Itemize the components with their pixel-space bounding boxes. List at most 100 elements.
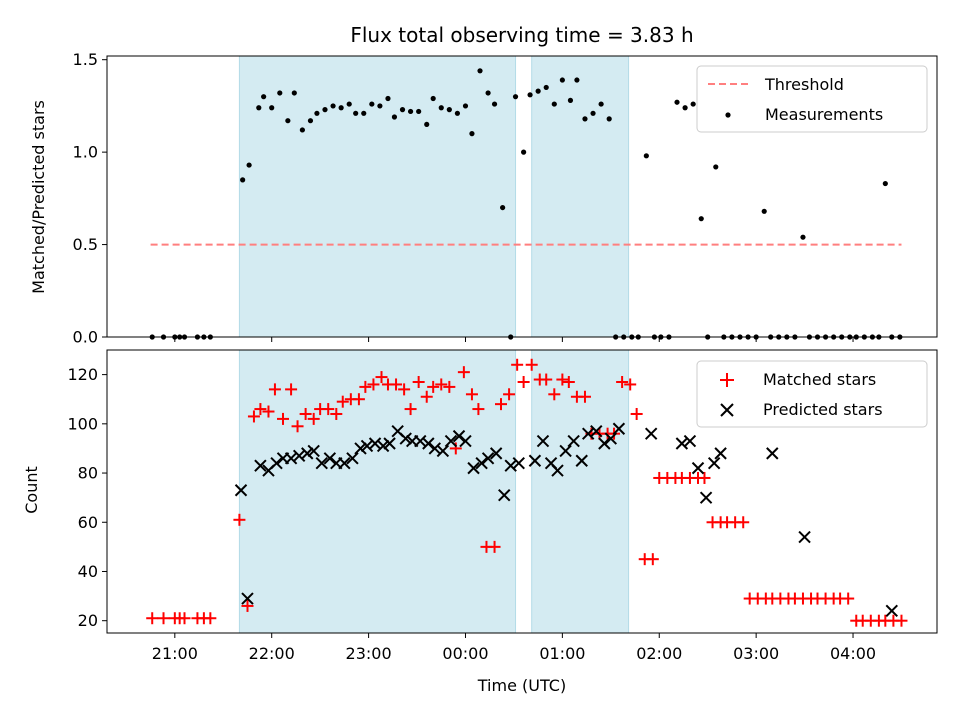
measurement-point xyxy=(240,177,246,183)
legend-measurements-label: Measurements xyxy=(765,105,883,124)
matched-star-point xyxy=(517,375,530,388)
predicted-star-point xyxy=(376,439,390,453)
matched-star-point xyxy=(556,373,569,386)
predicted-star-point xyxy=(604,432,618,445)
observing-window-0-0 xyxy=(238,55,517,338)
measurement-point xyxy=(527,92,533,98)
matched-star-point xyxy=(457,366,470,379)
predicted-star-point xyxy=(354,442,367,455)
predicted-star-point xyxy=(590,425,603,438)
measurement-point xyxy=(574,77,580,83)
matched-star-point xyxy=(503,388,516,401)
matched-star-point xyxy=(737,516,750,529)
bottom-y-axis-label: Count xyxy=(22,466,41,514)
matched-star-point xyxy=(472,403,485,416)
legend-bottom: Matched stars Predicted stars xyxy=(696,360,928,428)
measurement-point xyxy=(643,153,649,159)
x-tick-label: 23:00 xyxy=(346,644,392,663)
matched-star-point xyxy=(511,358,524,371)
matched-star-point xyxy=(443,380,456,393)
measurement-point xyxy=(761,208,767,214)
background-layer xyxy=(238,55,630,634)
predicted-star-point xyxy=(368,437,382,450)
predicted-star-point xyxy=(459,434,472,448)
matched-star-point xyxy=(233,513,246,526)
predicted-star-point xyxy=(467,461,480,475)
observing-window-1-0 xyxy=(238,349,517,634)
measurement-point xyxy=(559,77,565,83)
matched-star-point xyxy=(157,612,170,625)
matched-star-point xyxy=(449,442,462,455)
y-tick-label: 0.5 xyxy=(73,235,98,254)
predicted-star-point xyxy=(644,427,658,440)
measurement-point xyxy=(713,164,719,170)
measurement-point xyxy=(485,90,491,96)
predicted-star-point xyxy=(683,434,697,448)
measurement-point xyxy=(361,110,367,116)
measurement-point xyxy=(551,101,557,107)
matched-star-point xyxy=(698,471,711,484)
measurement-point xyxy=(430,95,436,102)
measurement-point xyxy=(385,95,391,102)
measurement-point xyxy=(469,131,475,137)
matched-star-point xyxy=(336,395,349,408)
matched-star-point xyxy=(291,420,304,433)
measurement-point xyxy=(535,88,541,94)
matched-star-point xyxy=(398,383,411,396)
observing-window-0-1 xyxy=(531,55,630,338)
legend-predicted-label: Predicted stars xyxy=(763,400,883,419)
measurement-point xyxy=(491,101,498,107)
measurement-point xyxy=(543,84,549,91)
panel-frame-1 xyxy=(106,349,938,634)
matched-star-point xyxy=(525,358,538,371)
matched-star-point xyxy=(285,383,298,396)
x-axis-label: Time (UTC) xyxy=(477,676,566,695)
legend-matched-swatch xyxy=(720,373,734,387)
predicted-star-point xyxy=(567,434,580,448)
matched-star-point xyxy=(262,405,275,418)
matched-star-point xyxy=(277,412,290,425)
measurement-point xyxy=(438,105,444,111)
predicted-star-point xyxy=(528,454,542,467)
predicted-star-point xyxy=(512,456,525,470)
y-tick-label: 100 xyxy=(67,414,98,433)
measurement-point xyxy=(407,108,414,115)
measurement-point xyxy=(416,108,422,115)
y-tick-label: 1.0 xyxy=(73,143,98,162)
predicted-star-point xyxy=(885,604,898,618)
measurement-point xyxy=(500,204,506,211)
matched-star-point xyxy=(307,412,320,425)
y-tick-label: 0.0 xyxy=(73,328,98,347)
measurement-point xyxy=(424,121,430,128)
matched-star-point xyxy=(359,380,372,393)
predicted-star-point xyxy=(323,452,337,465)
measurement-point xyxy=(674,99,680,105)
measurement-point xyxy=(598,101,604,107)
predicted-star-point xyxy=(612,422,626,435)
matched-star-point xyxy=(427,380,440,393)
matched-star-point xyxy=(646,553,659,566)
x-tick-label: 00:00 xyxy=(442,644,488,663)
predicted-star-point xyxy=(575,454,588,467)
measurement-point xyxy=(800,234,806,240)
measurement-point xyxy=(698,216,704,222)
top-y-axis-label: Matched/Predicted stars xyxy=(29,100,48,294)
measurement-point xyxy=(567,97,574,103)
predicted-star-point xyxy=(504,459,517,472)
matched-star-point xyxy=(268,383,281,396)
matched-star-point xyxy=(146,612,159,625)
matched-star-point xyxy=(254,403,267,416)
matched-star-point xyxy=(241,599,254,612)
predicted-star-point xyxy=(360,439,374,453)
measurement-point xyxy=(256,105,262,111)
measurement-point xyxy=(299,127,305,133)
predicted-star-point xyxy=(292,449,306,463)
matched-star-point xyxy=(630,407,643,420)
predicted-star-point xyxy=(444,434,458,448)
predicted-star-point xyxy=(598,437,611,450)
predicted-star-point xyxy=(338,456,351,470)
y-tick-label: 120 xyxy=(67,365,98,384)
measurement-point xyxy=(690,101,696,107)
panel-frame-0 xyxy=(106,55,938,338)
